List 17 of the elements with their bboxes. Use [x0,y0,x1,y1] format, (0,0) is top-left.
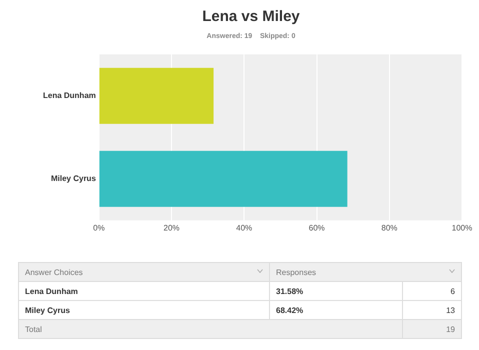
text: 19 [402,320,462,338]
x-tick-label: 0% [93,223,105,232]
category-label: Miley Cyrus [25,306,70,314]
text: Answer Choices [25,268,83,276]
x-tick-label: 80% [381,223,398,232]
text: 31.58% [270,282,402,300]
category-label: Lena Dunham [25,286,78,296]
chart-title: Lena vs Miley [202,8,300,26]
x-tick-label: 100% [452,223,472,232]
text: 68.42% [270,300,402,320]
x-tick-label: 40% [236,223,252,232]
text: 6 [402,282,462,300]
x-tick-label: 60% [308,223,325,232]
text: 13 [402,300,462,320]
text: Total [18,320,402,338]
text: Responses [276,268,316,276]
x-tick-label: 20% [164,223,180,232]
